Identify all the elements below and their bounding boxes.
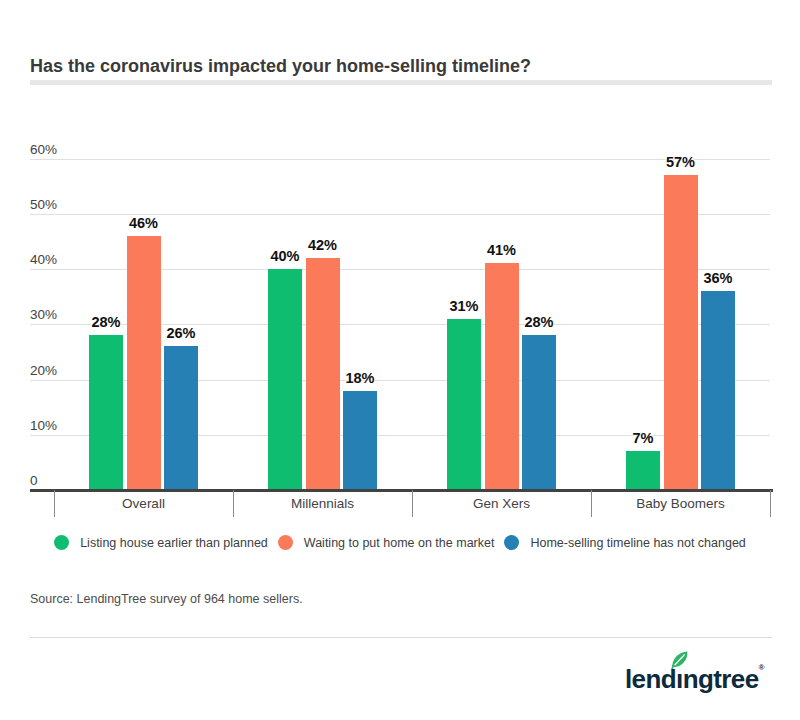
bar bbox=[164, 346, 198, 490]
bar-value-label: 31% bbox=[449, 298, 478, 314]
y-axis-tick-label: 0 bbox=[30, 473, 38, 488]
gridline bbox=[30, 159, 770, 160]
category-label: Overall bbox=[122, 496, 165, 511]
legend-label: Waiting to put home on the market bbox=[304, 536, 495, 550]
category-tick bbox=[412, 490, 413, 517]
y-axis-tick-label: 10% bbox=[30, 418, 57, 433]
bar-value-label: 18% bbox=[345, 370, 374, 386]
bar-value-label: 46% bbox=[129, 215, 158, 231]
bar bbox=[626, 451, 660, 490]
bar bbox=[268, 269, 302, 490]
y-axis-tick-label: 40% bbox=[30, 252, 57, 267]
bar bbox=[343, 391, 377, 490]
bar bbox=[89, 335, 123, 490]
bar-value-label: 36% bbox=[703, 270, 732, 286]
y-axis-tick-label: 30% bbox=[30, 307, 57, 322]
bar-value-label: 42% bbox=[308, 237, 337, 253]
category-label: Millennials bbox=[291, 496, 354, 511]
category-tick bbox=[591, 490, 592, 517]
bar bbox=[447, 319, 481, 490]
chart-title: Has the coronavirus impacted your home-s… bbox=[30, 56, 531, 77]
legend-dot-icon bbox=[504, 535, 519, 550]
bar-value-label: 57% bbox=[666, 154, 695, 170]
bar-value-label: 7% bbox=[633, 430, 654, 446]
legend-label: Listing house earlier than planned bbox=[80, 536, 268, 550]
y-axis-tick-label: 20% bbox=[30, 363, 57, 378]
legend-dot-icon bbox=[54, 535, 69, 550]
category-tick bbox=[770, 490, 771, 517]
bar-chart: 60% 50% 40% 30% 20% 10% 0 28% 46% 26% 40% 42% 18% 31… bbox=[30, 140, 773, 520]
x-axis-line bbox=[30, 489, 773, 492]
bar bbox=[485, 263, 519, 490]
category-tick bbox=[54, 490, 55, 517]
bar bbox=[522, 335, 556, 490]
y-axis-tick-label: 60% bbox=[30, 142, 57, 157]
bar bbox=[306, 258, 340, 490]
bar-value-label: 41% bbox=[487, 242, 516, 258]
logo-wordmark: lendıngtree® bbox=[625, 663, 764, 695]
lendingtree-logo: lendıngtree® bbox=[625, 650, 775, 702]
title-divider bbox=[30, 80, 772, 85]
legend-item: Home-selling timeline has not changed bbox=[504, 535, 745, 550]
y-axis-tick-label: 50% bbox=[30, 197, 57, 212]
category-label: Gen Xers bbox=[473, 496, 530, 511]
infographic: Has the coronavirus impacted your home-s… bbox=[0, 0, 800, 720]
chart-legend: Listing house earlier than planned Waitin… bbox=[0, 535, 800, 550]
registered-mark: ® bbox=[759, 663, 765, 672]
category-tick bbox=[233, 490, 234, 517]
bar bbox=[701, 291, 735, 490]
bar-value-label: 28% bbox=[91, 314, 120, 330]
bar bbox=[127, 236, 161, 490]
footer-divider bbox=[30, 637, 772, 638]
bar-value-label: 40% bbox=[270, 248, 299, 264]
legend-dot-icon bbox=[278, 535, 293, 550]
legend-item: Listing house earlier than planned bbox=[54, 535, 268, 550]
category-label: Baby Boomers bbox=[636, 496, 725, 511]
bar bbox=[664, 175, 698, 490]
bar-value-label: 28% bbox=[524, 314, 553, 330]
source-note: Source: LendingTree survey of 964 home s… bbox=[30, 592, 303, 606]
bar-value-label: 26% bbox=[166, 325, 195, 341]
legend-item: Waiting to put home on the market bbox=[278, 535, 495, 550]
legend-label: Home-selling timeline has not changed bbox=[530, 536, 745, 550]
